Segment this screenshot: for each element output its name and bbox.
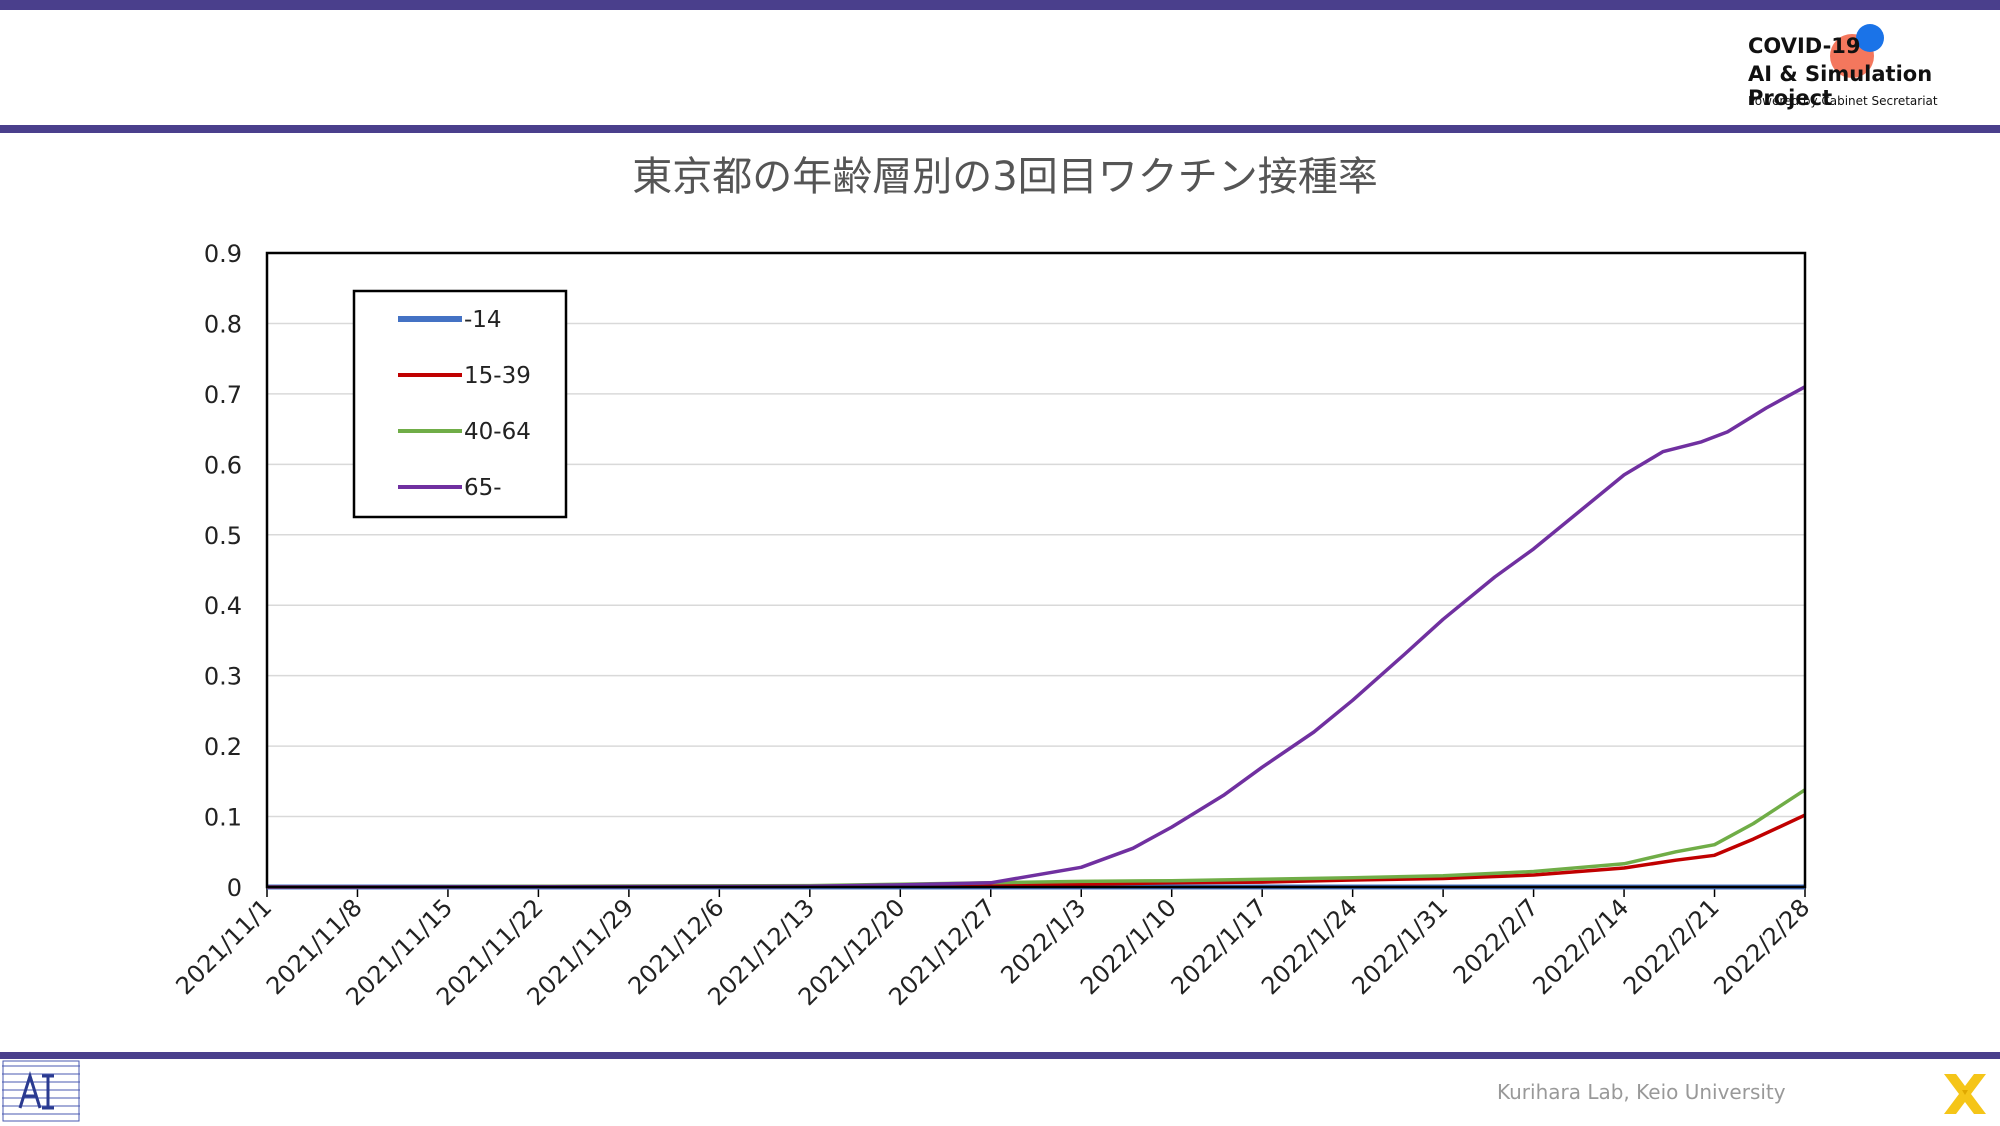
x-tick-label: 2022/1/3 xyxy=(995,893,1091,989)
brand-line-3: Powered by Cabinet Secretariat xyxy=(1748,94,1938,108)
x-mark-logo xyxy=(1940,1070,1990,1118)
x-tick-label: 2022/1/31 xyxy=(1347,893,1454,1000)
brand-blue-dot-icon xyxy=(1856,24,1884,52)
y-tick-label: 0.7 xyxy=(204,381,242,409)
series-line-65- xyxy=(266,385,1806,889)
chart-legend: -14 15-39 40-64 65- xyxy=(352,289,568,519)
legend-box xyxy=(352,289,568,519)
x-tick-label: 2022/1/10 xyxy=(1075,893,1182,1000)
brand-line-2: AI & Simulation Project xyxy=(1748,62,1933,110)
x-tick-label: 2021/11/1 xyxy=(170,893,277,1000)
x-tick-label: 2022/2/7 xyxy=(1448,893,1544,989)
legend-label: 15-39 xyxy=(464,363,531,389)
y-tick-label: 0.5 xyxy=(204,522,242,550)
x-tick-label: 2022/1/17 xyxy=(1166,893,1273,1000)
y-tick-label: 0.8 xyxy=(204,310,242,338)
y-tick-label: 0.4 xyxy=(204,592,242,620)
y-axis-ticks: 0 0.1 0.2 0.3 0.4 0.5 0.6 0.7 0.8 0.9 xyxy=(204,240,242,902)
x-axis-ticks: 2021/11/12021/11/82021/11/152021/11/2220… xyxy=(170,887,1815,1011)
footer-credit: Kurihara Lab, Keio University xyxy=(1497,1080,1786,1104)
x-tick-label: 2022/2/28 xyxy=(1708,893,1815,1000)
header-divider-bar xyxy=(0,125,2000,133)
x-tick-label: 2022/2/21 xyxy=(1618,893,1725,1000)
y-tick-label: 0.3 xyxy=(204,663,242,691)
y-tick-label: 0.6 xyxy=(204,451,242,479)
footer-divider-bar xyxy=(0,1052,2000,1059)
legend-label: 40-64 xyxy=(464,419,531,445)
plot-frame xyxy=(265,251,1807,889)
project-brand: COVID-19 AI & Simulation Project Powered… xyxy=(1748,24,1988,114)
legend-label: 65- xyxy=(464,475,502,501)
y-tick-label: 0.2 xyxy=(204,733,242,761)
top-accent-bar xyxy=(0,0,2000,10)
chart-title: 東京都の年齢層別の3回目ワクチン接種率 xyxy=(632,154,1377,200)
x-tick-label: 2022/2/14 xyxy=(1527,893,1634,1000)
y-tick-label: 0.1 xyxy=(204,804,242,832)
ai-lab-logo xyxy=(2,1060,80,1122)
x-tick-label: 2022/1/24 xyxy=(1256,893,1363,1000)
brand-line-1: COVID-19 xyxy=(1748,34,1861,58)
vaccination-rate-chart: 東京都の年齢層別の3回目ワクチン接種率 00.10.20.30.40.50.60… xyxy=(170,154,1815,1011)
y-tick-label: 0.9 xyxy=(204,240,242,268)
y-tick-label: 0 xyxy=(227,874,242,902)
legend-label: -14 xyxy=(464,307,502,333)
